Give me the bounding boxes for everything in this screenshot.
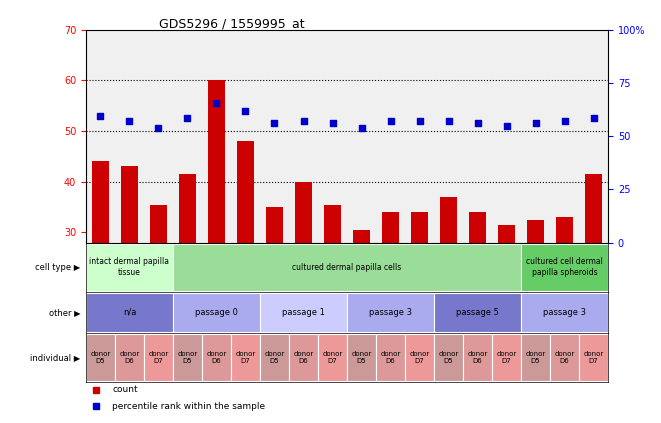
Text: individual ▶: individual ▶ [30, 353, 81, 362]
FancyBboxPatch shape [347, 293, 434, 332]
Text: cultured cell dermal
papilla spheroids: cultured cell dermal papilla spheroids [526, 258, 603, 277]
Text: donor
D5: donor D5 [264, 351, 285, 364]
Text: donor
D7: donor D7 [584, 351, 603, 364]
Bar [353, 230, 370, 242]
Text: donor
D6: donor D6 [206, 351, 227, 364]
Bar [382, 212, 399, 242]
Text: other ▶: other ▶ [49, 308, 81, 317]
FancyBboxPatch shape [144, 334, 173, 381]
FancyBboxPatch shape [86, 293, 173, 332]
Bar [150, 205, 167, 242]
Text: donor
D6: donor D6 [467, 351, 488, 364]
Point [95, 113, 106, 119]
Bar [469, 212, 486, 242]
Bar [92, 162, 109, 242]
FancyBboxPatch shape [86, 334, 115, 381]
Text: cell type ▶: cell type ▶ [36, 263, 81, 272]
FancyBboxPatch shape [550, 334, 579, 381]
Point [530, 120, 541, 127]
Text: donor
D6: donor D6 [293, 351, 313, 364]
Text: donor
D5: donor D5 [91, 351, 110, 364]
FancyBboxPatch shape [202, 334, 231, 381]
Bar [178, 174, 196, 242]
Text: donor
D6: donor D6 [381, 351, 401, 364]
Text: n/a: n/a [123, 308, 136, 317]
Bar [295, 182, 312, 242]
Text: count: count [112, 385, 137, 395]
FancyBboxPatch shape [521, 334, 550, 381]
FancyBboxPatch shape [434, 334, 463, 381]
Text: passage 5: passage 5 [456, 308, 499, 317]
Bar [440, 197, 457, 242]
FancyBboxPatch shape [318, 334, 347, 381]
Text: donor
D5: donor D5 [177, 351, 198, 364]
Point [414, 118, 425, 124]
FancyBboxPatch shape [260, 334, 289, 381]
FancyBboxPatch shape [86, 244, 173, 291]
FancyBboxPatch shape [521, 244, 608, 291]
FancyBboxPatch shape [231, 334, 260, 381]
Point [385, 118, 396, 124]
Text: percentile rank within the sample: percentile rank within the sample [112, 402, 265, 411]
Bar [411, 212, 428, 242]
FancyBboxPatch shape [405, 334, 434, 381]
Point [240, 107, 251, 114]
Point [153, 125, 164, 132]
Point [588, 115, 599, 122]
Text: donor
D7: donor D7 [323, 351, 342, 364]
Text: donor
D7: donor D7 [496, 351, 517, 364]
Text: donor
D6: donor D6 [120, 351, 139, 364]
Point [269, 120, 280, 127]
Bar [585, 174, 602, 242]
Point [298, 118, 309, 124]
FancyBboxPatch shape [289, 334, 318, 381]
Bar [556, 217, 573, 242]
Point [182, 115, 193, 122]
FancyBboxPatch shape [173, 293, 260, 332]
Point [444, 118, 454, 124]
Point [327, 120, 338, 127]
FancyBboxPatch shape [492, 334, 521, 381]
Text: cultured dermal papilla cells: cultured dermal papilla cells [292, 263, 402, 272]
Text: donor
D6: donor D6 [555, 351, 574, 364]
Point [212, 100, 222, 107]
FancyBboxPatch shape [521, 293, 608, 332]
Point [473, 120, 483, 127]
Bar [498, 225, 516, 242]
FancyBboxPatch shape [173, 244, 521, 291]
Point [559, 118, 570, 124]
Bar [266, 207, 283, 242]
Text: donor
D5: donor D5 [438, 351, 459, 364]
FancyBboxPatch shape [579, 334, 608, 381]
Text: donor
D7: donor D7 [235, 351, 256, 364]
Bar [121, 167, 138, 242]
Point [501, 123, 512, 129]
Bar [208, 80, 225, 242]
FancyBboxPatch shape [115, 334, 144, 381]
FancyBboxPatch shape [434, 293, 521, 332]
Point [124, 118, 135, 124]
Text: passage 3: passage 3 [543, 308, 586, 317]
FancyBboxPatch shape [376, 334, 405, 381]
Bar [527, 220, 544, 242]
FancyBboxPatch shape [173, 334, 202, 381]
Bar [237, 141, 254, 242]
Text: donor
D5: donor D5 [352, 351, 371, 364]
FancyBboxPatch shape [260, 293, 347, 332]
Text: passage 1: passage 1 [282, 308, 325, 317]
Text: intact dermal papilla
tissue: intact dermal papilla tissue [89, 258, 169, 277]
Text: donor
D7: donor D7 [148, 351, 169, 364]
Bar [324, 205, 341, 242]
Text: donor
D7: donor D7 [409, 351, 430, 364]
FancyBboxPatch shape [463, 334, 492, 381]
Text: passage 0: passage 0 [195, 308, 238, 317]
FancyBboxPatch shape [347, 334, 376, 381]
Point [356, 125, 367, 132]
Text: donor
D5: donor D5 [525, 351, 546, 364]
Text: GDS5296 / 1559995_at: GDS5296 / 1559995_at [159, 17, 304, 30]
Text: passage 3: passage 3 [369, 308, 412, 317]
